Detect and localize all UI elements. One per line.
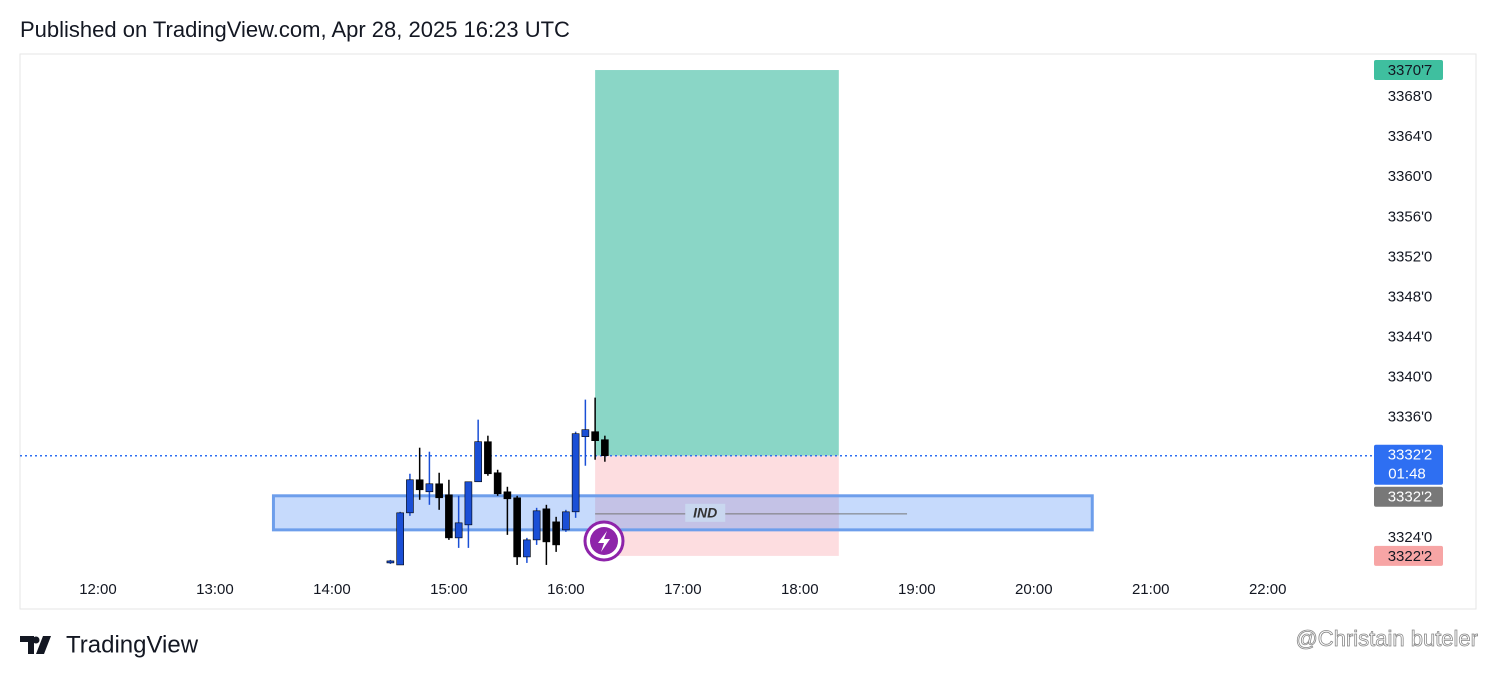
y-tick-label: 3340'0 [1388,369,1433,386]
candle-body [532,510,541,541]
x-tick-label: 20:00 [1015,581,1053,598]
candle-body [454,522,463,539]
zone-label: IND [693,505,717,521]
countdown: 01:48 [1388,466,1426,483]
price-tag-label: 3322'2 [1388,548,1433,565]
candle-body [425,483,434,493]
chart-frame [19,53,1477,610]
y-tick-label: 3336'0 [1388,409,1433,426]
candle-body [464,481,473,526]
candle-body [396,512,404,566]
y-tick-label: 3360'0 [1388,168,1433,185]
last-price-label: 3332'2 [1388,447,1433,464]
alert-icon [583,520,625,562]
candle-body [406,479,414,514]
x-tick-label: 18:00 [781,581,819,598]
x-tick-label: 14:00 [313,581,351,598]
page-title: Published on TradingView.com, Apr 28, 20… [20,17,570,42]
candle-body [591,431,599,441]
price-tag [1374,60,1443,81]
candle-body [435,483,443,499]
x-tick-label: 19:00 [898,581,936,598]
candle-body [415,479,424,491]
candle-body [474,441,482,483]
zone [271,494,1094,532]
plot: IND 3324'0 3336'0 3340'0 3344'0 3348'0 3352'0 3… [20,60,1443,598]
price-tag [1374,486,1443,507]
x-tick-label: 13:00 [196,581,234,598]
candle-body [484,441,492,475]
price-tag-label: 3370'7 [1388,62,1433,79]
y-tick-label: 3368'0 [1388,88,1433,105]
x-tick-label: 17:00 [664,581,702,598]
candle-body [552,521,560,546]
y-tick-label: 3356'0 [1388,208,1433,225]
target-area [595,70,839,456]
x-tick-label: 21:00 [1132,581,1170,598]
y-tick-label: 3344'0 [1388,328,1433,345]
price-tag [1374,545,1443,566]
x-tick-label: 12:00 [79,581,117,598]
zone-label-bg [685,503,726,522]
y-tick-label: 3364'0 [1388,128,1433,145]
candle-body [445,494,453,539]
candle-body [513,497,521,558]
candle-body [493,472,502,495]
watermark: @Christain buteler [1295,626,1478,651]
x-tick-label: 16:00 [547,581,585,598]
candle-body [503,491,512,500]
y-tick-label: 3324'0 [1388,529,1433,546]
last-price-tag [1374,444,1443,485]
candle-body [571,433,580,513]
price-tag-label: 3332'2 [1388,489,1433,506]
candle-body [386,560,395,564]
y-tick-label: 3348'0 [1388,288,1433,305]
candle-body [542,508,551,543]
candle-body [523,539,531,558]
x-tick-label: 15:00 [430,581,468,598]
candle-body [601,439,609,457]
x-tick-label: 22:00 [1249,581,1287,598]
logo [20,636,51,654]
candle-body [581,429,590,437]
candle-body [562,511,570,531]
logo-text: TradingView [66,631,199,658]
y-tick-label: 3352'0 [1388,248,1433,265]
